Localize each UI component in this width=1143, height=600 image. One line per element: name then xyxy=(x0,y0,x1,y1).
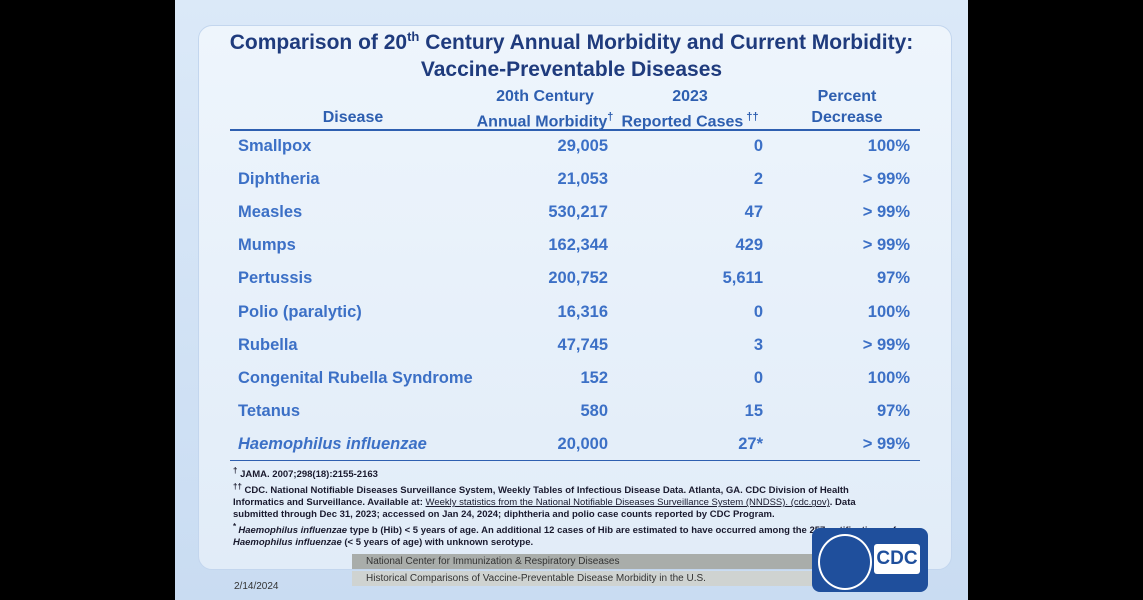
table-cell: 100% xyxy=(867,302,910,321)
header-line: Reported Cases †† xyxy=(621,111,759,131)
footnote-mark: * xyxy=(233,522,239,532)
slide: Comparison of 20th Century Annual Morbid… xyxy=(175,0,968,600)
footnote-text: . Data submitted through Dec 31, 2023; a… xyxy=(233,497,856,521)
title-text: Comparison of 20 xyxy=(229,31,408,54)
table-cell: 0 xyxy=(753,368,763,387)
table-cell: 16,316 xyxy=(557,302,608,321)
footnote-text: CDC. National Notifiable Diseases Survei… xyxy=(233,485,849,509)
hhs-seal xyxy=(818,534,872,590)
header-line: 2023 xyxy=(672,88,708,105)
disease-name: Rubella xyxy=(238,335,298,354)
header-line: Percent xyxy=(817,88,877,105)
table-cell: > 99% xyxy=(862,170,910,189)
title-text: Century Annual Morbidity and Current Mor… xyxy=(419,31,914,54)
table-cell: 27* xyxy=(738,434,763,453)
disease-name: Haemophilus influenzae xyxy=(238,434,427,453)
footnote-mark: †† xyxy=(233,482,242,492)
disease-name: Diphtheria xyxy=(238,170,320,189)
table-cell: 47,745 xyxy=(557,335,608,354)
panel xyxy=(198,25,952,570)
footnote-text: type b (Hib) < 5 years of age. An additi… xyxy=(347,525,897,537)
table-cell: 29,005 xyxy=(557,137,608,155)
table-cell: 47 xyxy=(744,203,763,222)
header-line: 20th Century xyxy=(496,88,594,105)
table-cell: 530,217 xyxy=(548,203,608,222)
header-cell: 2023 Reported Cases †† xyxy=(600,86,780,132)
table-cell: 100% xyxy=(867,137,910,155)
table-cell: 580 xyxy=(580,401,608,420)
disease-name: Congenital Rubella Syndrome xyxy=(238,368,473,387)
table-cell: 0 xyxy=(753,137,763,155)
header-mark: † xyxy=(607,111,614,123)
table-cell: 5,611 xyxy=(722,269,763,288)
footnote: * Haemophilus influenzae type b (Hib) < … xyxy=(233,521,898,549)
table-cell: 200,752 xyxy=(548,269,608,288)
header-line: Decrease xyxy=(811,109,883,126)
footnote: †† CDC. National Notifiable Diseases Sur… xyxy=(233,481,898,521)
disease-name: Tetanus xyxy=(238,401,301,420)
header-cell: Disease xyxy=(263,107,443,128)
table-cell: 162,344 xyxy=(548,236,608,255)
title-line: Vaccine-Preventable Diseases xyxy=(420,58,723,81)
footnote-text: JAMA. 2007;298(18):2155-2163 xyxy=(237,469,378,481)
slide-date: 2/14/2024 xyxy=(234,581,279,592)
footer-bar: National Center for Immunization & Respi… xyxy=(352,554,836,569)
table-cell: 152 xyxy=(580,368,608,387)
table-cell: 3 xyxy=(753,335,763,354)
footnote-italic: Haemophilus influenzae xyxy=(233,537,342,549)
table-cell: > 99% xyxy=(862,434,910,453)
header-cell: 20th Century Annual Morbidity† xyxy=(455,86,635,132)
header-mark: †† xyxy=(743,111,759,123)
table-cell: 2 xyxy=(753,170,763,189)
table-cell: > 99% xyxy=(862,236,910,255)
cdc-logo: CDC xyxy=(812,528,928,592)
footnote-mark: † xyxy=(233,466,238,475)
cdc-wordmark: CDC xyxy=(874,544,920,574)
table-cell: 429 xyxy=(735,236,763,255)
header-line: Annual Morbidity† xyxy=(476,111,614,131)
header-rule xyxy=(230,129,920,131)
table-cell: 21,053 xyxy=(557,170,608,189)
table-cell: 15 xyxy=(744,401,763,420)
title-line: Comparison of 20th Century Annual Morbid… xyxy=(175,29,968,55)
table-cell: 97% xyxy=(876,269,910,288)
disease-name: Pertussis xyxy=(238,269,313,288)
disease-name: Polio (paralytic) xyxy=(238,302,362,321)
table-cell: 100% xyxy=(867,368,910,387)
footnote-text: (< 5 years of age) with unknown serotype… xyxy=(341,537,534,549)
footer-bar: Historical Comparisons of Vaccine-Preven… xyxy=(352,571,836,586)
header-line: Disease xyxy=(322,109,384,126)
disease-name: Measles xyxy=(238,203,303,222)
title-sup: th xyxy=(407,29,420,44)
table-rule xyxy=(230,460,920,461)
disease-name: Mumps xyxy=(238,236,296,255)
table-cell: 0 xyxy=(753,302,763,321)
table-cell: > 99% xyxy=(862,203,910,222)
table-cell: 97% xyxy=(876,401,910,420)
disease-name: Smallpox xyxy=(238,137,312,155)
footnote-link[interactable]: Weekly statistics from the National Noti… xyxy=(425,497,830,509)
table-cell: 20,000 xyxy=(557,434,608,453)
footnotes: † JAMA. 2007;298(18):2155-2163 †† CDC. Na… xyxy=(233,465,898,549)
header-cell: Percent Decrease xyxy=(757,86,937,128)
footnote: † JAMA. 2007;298(18):2155-2163 xyxy=(233,465,898,481)
footnote-italic: Haemophilus influenzae xyxy=(238,525,348,537)
table-cell: > 99% xyxy=(862,335,910,354)
